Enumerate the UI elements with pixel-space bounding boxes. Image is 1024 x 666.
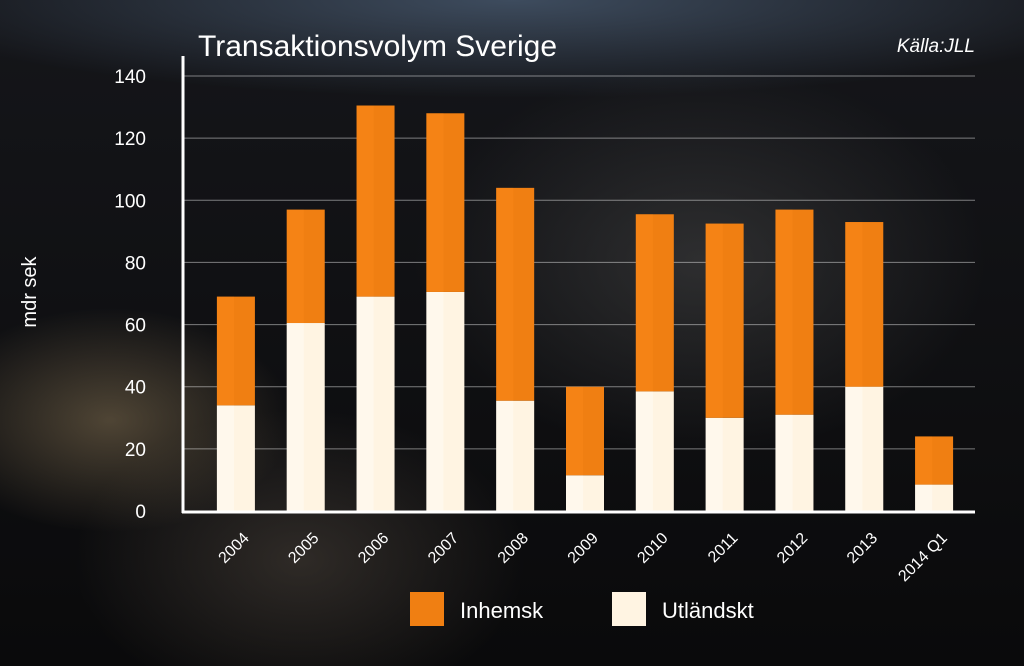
chart-title: Transaktionsvolym Sverige [198, 30, 557, 63]
bar-utlandskt [635, 391, 674, 511]
y-axis-label: mdr sek [19, 255, 41, 327]
legend-swatch-inhemsk [410, 592, 444, 626]
bar-utlandskt [915, 484, 954, 511]
x-tick-label: 2004 [216, 530, 253, 567]
x-tick-label: 2008 [495, 530, 532, 567]
bar-highlight [775, 209, 793, 415]
x-tick-label: 2011 [705, 530, 741, 566]
bar-highlight [286, 209, 304, 324]
legend-label-utlandskt: Utländskt [662, 598, 754, 623]
bar-highlight [775, 414, 793, 511]
bar-highlight [566, 386, 584, 476]
bar-highlight [845, 386, 863, 511]
bar-utlandskt [705, 417, 744, 511]
bar-utlandskt [216, 405, 255, 511]
legend: Inhemsk Utländskt [410, 592, 754, 626]
bar-inhemsk [635, 214, 674, 392]
y-tick-label: 0 [135, 502, 146, 523]
y-tick-label: 80 [125, 253, 146, 274]
bar-utlandskt [356, 296, 395, 511]
bar-utlandskt [775, 414, 814, 511]
bar-highlight [496, 400, 514, 511]
x-tick-label: 2014 Q1 [895, 530, 950, 585]
bar-highlight [216, 296, 235, 406]
legend-swatch-utlandskt [612, 592, 646, 626]
y-tick-label: 40 [125, 378, 146, 399]
x-tick-label: 2009 [565, 530, 602, 567]
legend-label-inhemsk: Inhemsk [460, 598, 544, 623]
bar-highlight [635, 214, 653, 392]
bars [216, 105, 954, 511]
bar-highlight [286, 323, 304, 511]
bar-highlight [566, 475, 584, 511]
bar-inhemsk [426, 113, 465, 292]
bar-highlight [915, 484, 933, 511]
bar-utlandskt [426, 291, 465, 511]
y-tick-label: 120 [114, 129, 146, 150]
x-tick-label: 2013 [844, 530, 881, 567]
bar-highlight [915, 436, 933, 485]
bar-highlight [705, 223, 723, 418]
x-tick-label: 2010 [634, 530, 671, 567]
bar-inhemsk [775, 209, 814, 415]
bar-highlight [705, 417, 723, 511]
bar-highlight [496, 187, 514, 401]
bar-inhemsk [496, 187, 535, 401]
bar-highlight [356, 296, 374, 511]
bar-utlandskt [286, 323, 325, 511]
bar-highlight [635, 391, 653, 511]
y-tick-label: 140 [114, 67, 146, 88]
bar-inhemsk [845, 222, 884, 387]
bar-inhemsk [566, 386, 604, 476]
y-tick-label: 20 [125, 440, 146, 461]
y-tick-label: 100 [114, 191, 146, 212]
bar-inhemsk [705, 223, 744, 418]
bar-inhemsk [915, 436, 954, 485]
bar-inhemsk [356, 105, 395, 297]
x-tick-label: 2006 [355, 530, 392, 567]
bar-highlight [216, 405, 235, 511]
bar-highlight [845, 222, 863, 387]
chart-source: Källa:JLL [897, 36, 975, 57]
bar-inhemsk [216, 296, 255, 406]
bar-inhemsk [286, 209, 325, 324]
x-tick-label: 2007 [425, 530, 462, 567]
y-tick-label: 60 [125, 316, 146, 337]
bar-utlandskt [845, 386, 884, 511]
x-tick-label: 2012 [774, 530, 811, 567]
x-tick-label: 2005 [285, 530, 322, 567]
bar-highlight [426, 291, 444, 511]
bar-utlandskt [566, 475, 604, 511]
bar-highlight [356, 105, 374, 297]
bar-utlandskt [496, 400, 535, 511]
bar-highlight [426, 113, 444, 292]
